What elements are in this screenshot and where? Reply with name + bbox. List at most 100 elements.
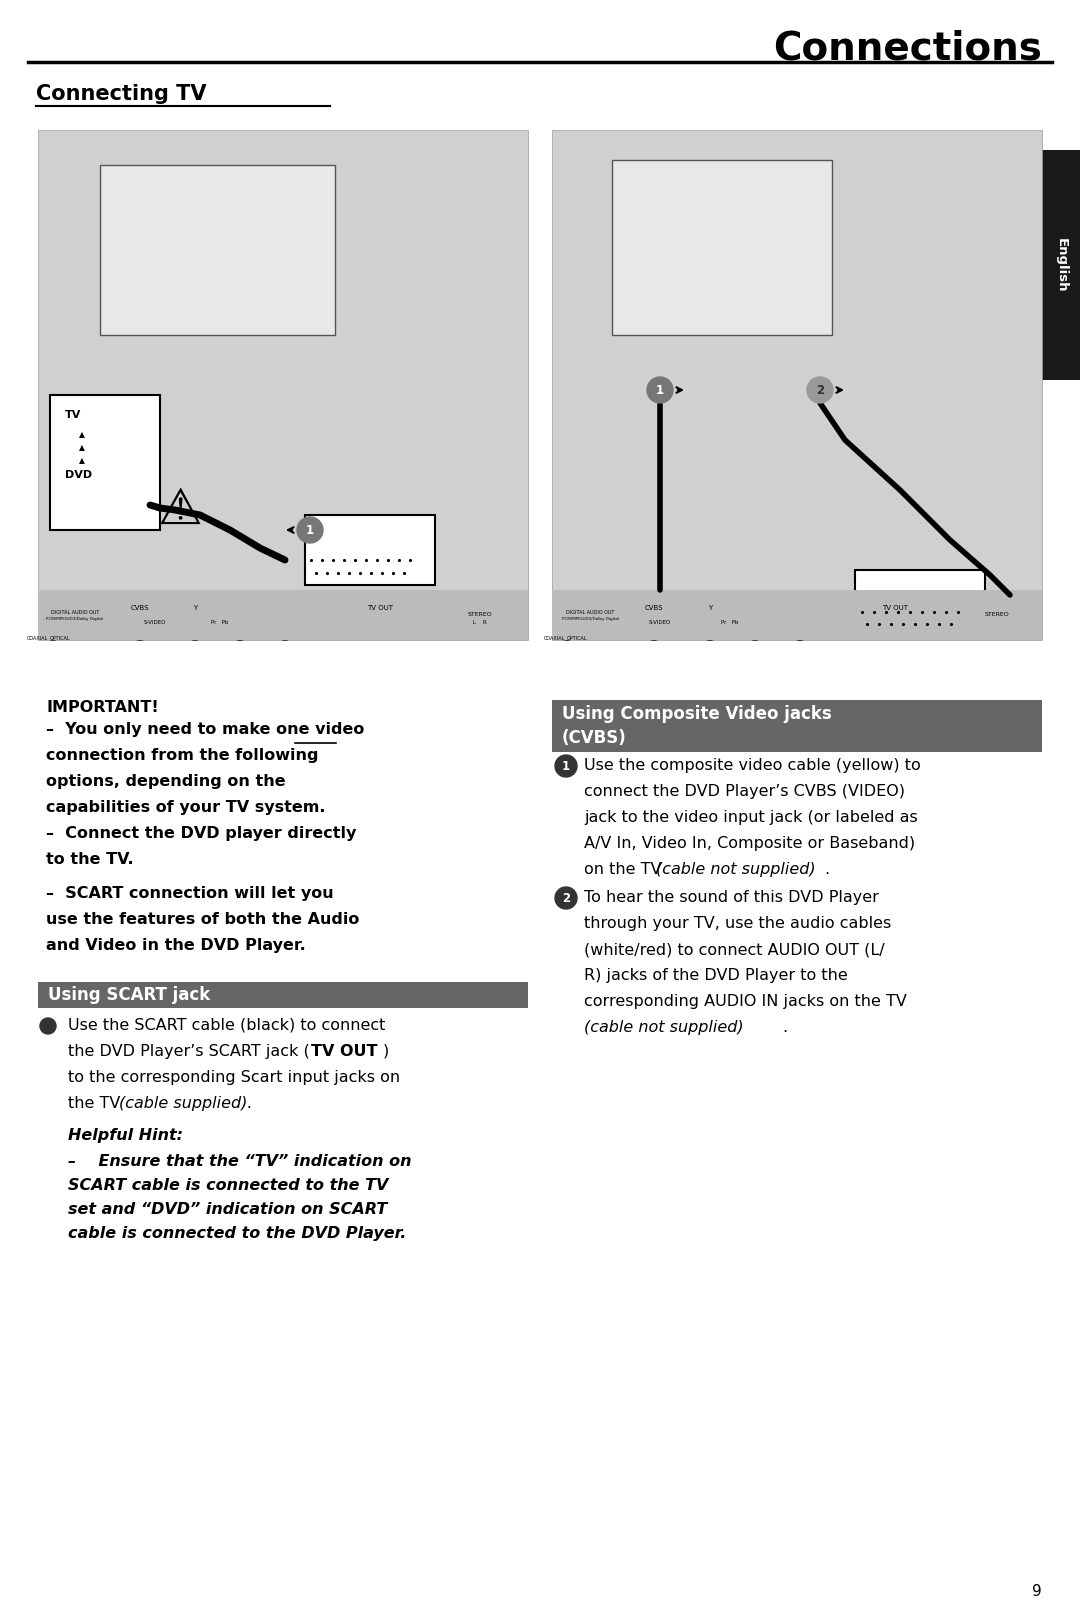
Text: (white/red) to connect AUDIO OUT (L/: (white/red) to connect AUDIO OUT (L/ [584,942,885,956]
Text: ▲: ▲ [79,443,85,453]
Text: PCM/MPEG/D3/Dolby Digital: PCM/MPEG/D3/Dolby Digital [562,616,619,621]
Circle shape [297,518,323,544]
Bar [45,626,55,636]
Text: ⚠: ⚠ [158,485,202,534]
Text: DVD: DVD [65,469,92,481]
Text: Y: Y [707,605,712,612]
Text: DIGITAL AUDIO OUT: DIGITAL AUDIO OUT [51,610,99,615]
Bar [855,570,985,634]
Text: 9: 9 [1032,1584,1042,1600]
Text: connection from the following: connection from the following [46,748,319,764]
Circle shape [644,620,664,641]
Text: 1: 1 [306,524,314,537]
Text: (cable not supplied): (cable not supplied) [584,1019,744,1036]
Bar [612,160,832,335]
Text: S-VIDEO: S-VIDEO [649,620,671,625]
Bar [38,982,528,1008]
Text: 1: 1 [562,759,570,772]
Text: ): ) [383,1044,389,1060]
Text: the TV: the TV [68,1095,125,1112]
Text: PCM/MPEG/D3/Dolby Digital: PCM/MPEG/D3/Dolby Digital [46,616,104,621]
Text: Pr   Pb: Pr Pb [212,620,229,625]
Bar [552,129,1042,641]
Text: 2: 2 [815,383,824,396]
Circle shape [43,620,63,641]
Text: capabilities of your TV system.: capabilities of your TV system. [46,799,325,815]
Text: Y: Y [193,605,198,612]
Text: cable is connected to the DVD Player.: cable is connected to the DVD Player. [68,1226,406,1241]
Text: options, depending on the: options, depending on the [46,773,285,790]
Text: IMPORTANT!: IMPORTANT! [46,701,159,715]
Bar [552,701,1042,752]
Text: connect the DVD Player’s CVBS (VIDEO): connect the DVD Player’s CVBS (VIDEO) [584,785,905,799]
Circle shape [789,620,810,641]
Text: to the TV.: to the TV. [46,853,134,867]
Text: ▲: ▲ [79,430,85,440]
Text: L    R: L R [473,620,487,625]
Text: Helpful Hint:: Helpful Hint: [68,1128,183,1142]
Text: Use the SCART cable (black) to connect: Use the SCART cable (black) to connect [68,1018,386,1032]
Text: .: . [782,1019,787,1036]
Text: 1: 1 [656,383,664,396]
Text: Pr   Pb: Pr Pb [721,620,739,625]
Circle shape [130,620,150,641]
Bar [50,395,160,531]
Circle shape [555,756,577,777]
Text: corresponding AUDIO IN jacks on the TV: corresponding AUDIO IN jacks on the TV [584,993,907,1010]
Text: 2: 2 [562,892,570,904]
Bar [38,591,528,641]
Text: Using Composite Video jacks: Using Composite Video jacks [562,705,832,723]
Text: OPTICAL: OPTICAL [50,636,70,641]
Text: Connecting TV: Connecting TV [36,84,206,104]
Text: ▲: ▲ [79,456,85,466]
Circle shape [807,377,833,403]
Text: (cable not supplied): (cable not supplied) [656,862,815,877]
Circle shape [647,377,673,403]
Text: STEREO: STEREO [985,612,1010,616]
Circle shape [185,620,205,641]
Text: A/V In, Video In, Composite or Baseband): A/V In, Video In, Composite or Baseband) [584,837,915,851]
Circle shape [745,620,765,641]
Text: To hear the sound of this DVD Player: To hear the sound of this DVD Player [584,890,879,904]
Text: to the corresponding Scart input jacks on: to the corresponding Scart input jacks o… [68,1069,400,1086]
Text: –  SCART connection will let you: – SCART connection will let you [46,887,334,901]
Bar [552,591,1042,641]
Text: (cable supplied).: (cable supplied). [119,1095,253,1112]
Circle shape [700,620,720,641]
Text: through your TV, use the audio cables: through your TV, use the audio cables [584,916,891,930]
Text: on the TV: on the TV [584,862,666,877]
Text: –    Ensure that the “TV” indication on: – Ensure that the “TV” indication on [68,1154,411,1168]
Bar [38,129,528,641]
Text: Connections: Connections [773,29,1042,66]
Text: STEREO: STEREO [468,612,492,616]
Text: –  You only need to make one video: – You only need to make one video [46,722,364,738]
Circle shape [230,620,249,641]
Text: OPTICAL: OPTICAL [567,636,588,641]
Text: TV OUT: TV OUT [367,605,393,612]
Text: CVBS: CVBS [131,605,149,612]
Circle shape [275,620,295,641]
Bar [100,165,335,335]
Bar [1042,150,1080,380]
Text: (CVBS): (CVBS) [562,730,626,748]
Circle shape [557,620,577,641]
Text: set and “DVD” indication on SCART: set and “DVD” indication on SCART [68,1202,388,1217]
Text: S-VIDEO: S-VIDEO [144,620,166,625]
Text: the DVD Player’s SCART jack (: the DVD Player’s SCART jack ( [68,1044,310,1060]
Text: COAXIAL: COAXIAL [543,636,565,641]
Text: TV: TV [65,409,81,421]
Text: .: . [824,862,829,877]
Text: and Video in the DVD Player.: and Video in the DVD Player. [46,938,306,953]
Text: CVBS: CVBS [645,605,663,612]
Text: DIGITAL AUDIO OUT: DIGITAL AUDIO OUT [566,610,615,615]
Text: COAXIAL: COAXIAL [26,636,48,641]
Text: Using SCART jack: Using SCART jack [48,985,211,1005]
Text: R) jacks of the DVD Player to the: R) jacks of the DVD Player to the [584,968,848,984]
Text: Use the composite video cable (yellow) to: Use the composite video cable (yellow) t… [584,757,921,773]
Text: use the features of both the Audio: use the features of both the Audio [46,913,360,927]
Circle shape [40,1018,56,1034]
Circle shape [555,887,577,909]
Text: English: English [1054,238,1067,293]
Bar [559,626,569,636]
Text: –  Connect the DVD player directly: – Connect the DVD player directly [46,827,356,841]
